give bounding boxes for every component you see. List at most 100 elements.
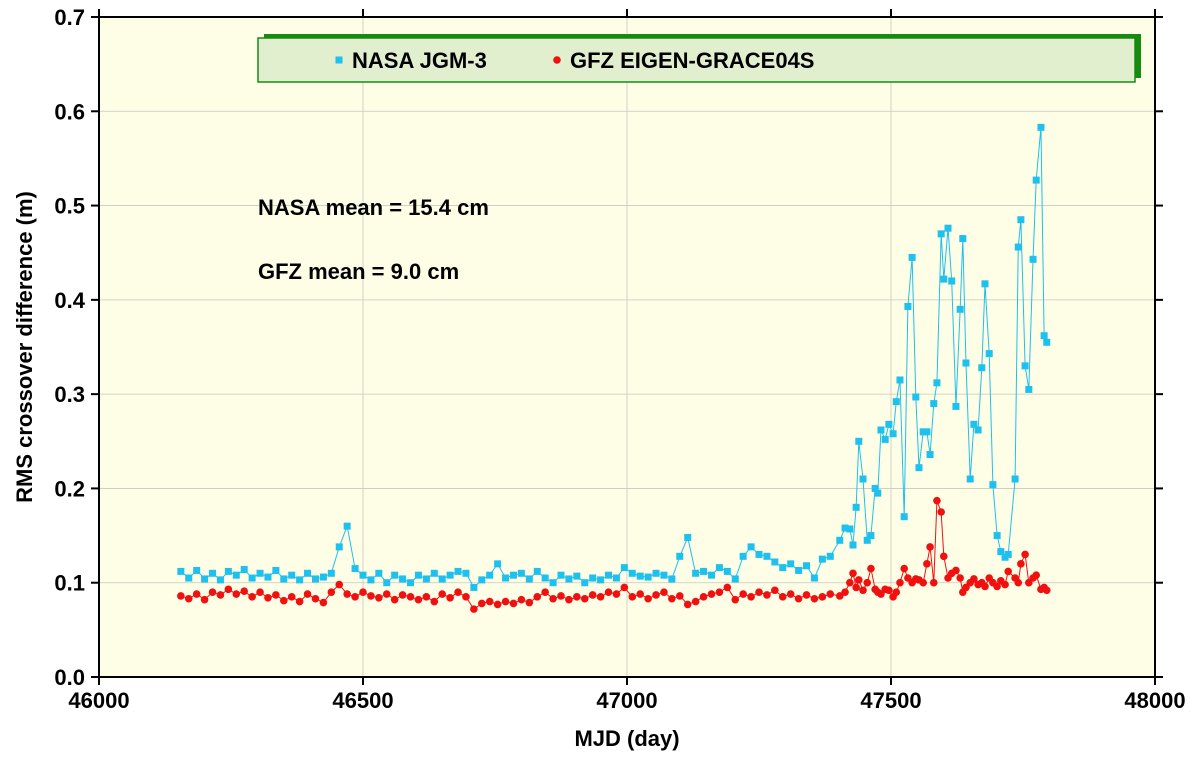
square-marker xyxy=(841,524,849,532)
square-marker xyxy=(1029,255,1037,263)
circle-marker xyxy=(937,508,945,516)
square-marker xyxy=(881,435,889,443)
square-marker xyxy=(359,571,367,579)
square-marker xyxy=(414,571,422,579)
x-tick-label: 48000 xyxy=(1124,688,1185,713)
x-tick-label: 46500 xyxy=(332,688,393,713)
circle-marker xyxy=(216,591,225,599)
square-marker xyxy=(311,575,319,583)
circle-marker xyxy=(896,578,904,587)
square-marker xyxy=(668,575,676,583)
circle-marker xyxy=(200,595,209,604)
square-marker xyxy=(966,475,974,483)
square-marker xyxy=(399,575,407,583)
square-marker xyxy=(1040,332,1048,340)
circle-marker xyxy=(970,575,978,583)
circle-marker xyxy=(327,588,336,596)
circle-marker xyxy=(854,576,863,584)
circle-marker xyxy=(900,564,908,573)
square-marker xyxy=(993,532,1001,540)
circle-marker xyxy=(565,595,573,604)
x-tick-label: 47500 xyxy=(860,688,921,713)
square-marker xyxy=(185,574,193,582)
square-marker xyxy=(549,579,557,587)
square-marker xyxy=(1014,243,1022,251)
circle-marker xyxy=(264,594,272,602)
square-marker xyxy=(787,560,795,568)
y-tick-label: 0.5 xyxy=(54,194,85,219)
square-marker xyxy=(1004,550,1012,558)
circle-marker xyxy=(933,496,941,505)
circle-marker xyxy=(493,600,502,609)
circle-marker xyxy=(596,593,605,601)
circle-marker xyxy=(810,594,819,603)
circle-marker xyxy=(541,588,549,596)
circle-marker xyxy=(993,582,1001,591)
circle-marker xyxy=(940,552,948,561)
square-marker xyxy=(978,364,986,372)
square-marker xyxy=(565,575,573,583)
square-marker xyxy=(859,475,867,483)
circle-marker xyxy=(1001,580,1009,589)
square-marker xyxy=(962,359,970,367)
circle-marker xyxy=(644,594,652,603)
square-marker xyxy=(1032,176,1040,184)
square-marker xyxy=(375,569,383,577)
circle-marker xyxy=(462,593,470,601)
square-marker xyxy=(877,426,885,434)
square-marker xyxy=(940,275,948,283)
circle-marker xyxy=(501,597,510,606)
y-tick-label: 0.0 xyxy=(54,665,85,690)
circle-marker xyxy=(287,593,296,601)
square-marker xyxy=(731,575,739,583)
circle-marker xyxy=(398,591,407,599)
circle-marker xyxy=(818,593,827,601)
square-marker xyxy=(644,573,652,581)
legend: NASA JGM-3 GFZ EIGEN-GRACE04S xyxy=(335,48,814,73)
square-marker xyxy=(581,579,589,587)
y-tick-label: 0.1 xyxy=(54,571,85,596)
square-marker xyxy=(930,400,938,408)
square-marker xyxy=(462,569,470,577)
y-tick-label: 0.4 xyxy=(54,288,85,313)
square-marker xyxy=(852,503,860,511)
circle-marker xyxy=(485,597,494,606)
square-marker xyxy=(446,571,454,579)
circle-marker xyxy=(406,593,415,601)
square-marker xyxy=(335,56,343,64)
circle-marker xyxy=(295,597,304,606)
circle-marker xyxy=(652,591,660,599)
circle-marker xyxy=(438,590,447,598)
square-marker xyxy=(620,564,628,572)
square-marker xyxy=(715,564,723,572)
circle-marker xyxy=(794,594,803,603)
square-marker xyxy=(692,569,700,577)
square-marker xyxy=(803,562,811,570)
circle-marker xyxy=(1021,550,1029,559)
square-marker xyxy=(1043,338,1051,346)
square-marker xyxy=(391,571,399,579)
circle-marker xyxy=(859,586,867,595)
square-marker xyxy=(470,583,478,591)
square-marker xyxy=(908,253,916,261)
square-marker xyxy=(871,484,879,492)
circle-marker xyxy=(755,588,763,596)
circle-marker xyxy=(525,598,534,607)
series-marks xyxy=(177,123,1051,613)
square-marker xyxy=(997,548,1005,556)
y-tick-label: 0.7 xyxy=(54,5,85,30)
square-marker xyxy=(327,569,335,577)
square-marker xyxy=(201,575,209,583)
circle-marker xyxy=(509,599,518,608)
circle-marker xyxy=(691,597,700,606)
circle-marker xyxy=(272,591,280,599)
square-marker xyxy=(892,398,900,406)
square-marker xyxy=(209,569,217,577)
square-marker xyxy=(597,576,605,584)
square-marker xyxy=(502,574,510,582)
square-marker xyxy=(541,574,549,582)
square-marker xyxy=(959,235,967,243)
circle-marker xyxy=(676,592,684,600)
circle-marker xyxy=(390,595,399,604)
